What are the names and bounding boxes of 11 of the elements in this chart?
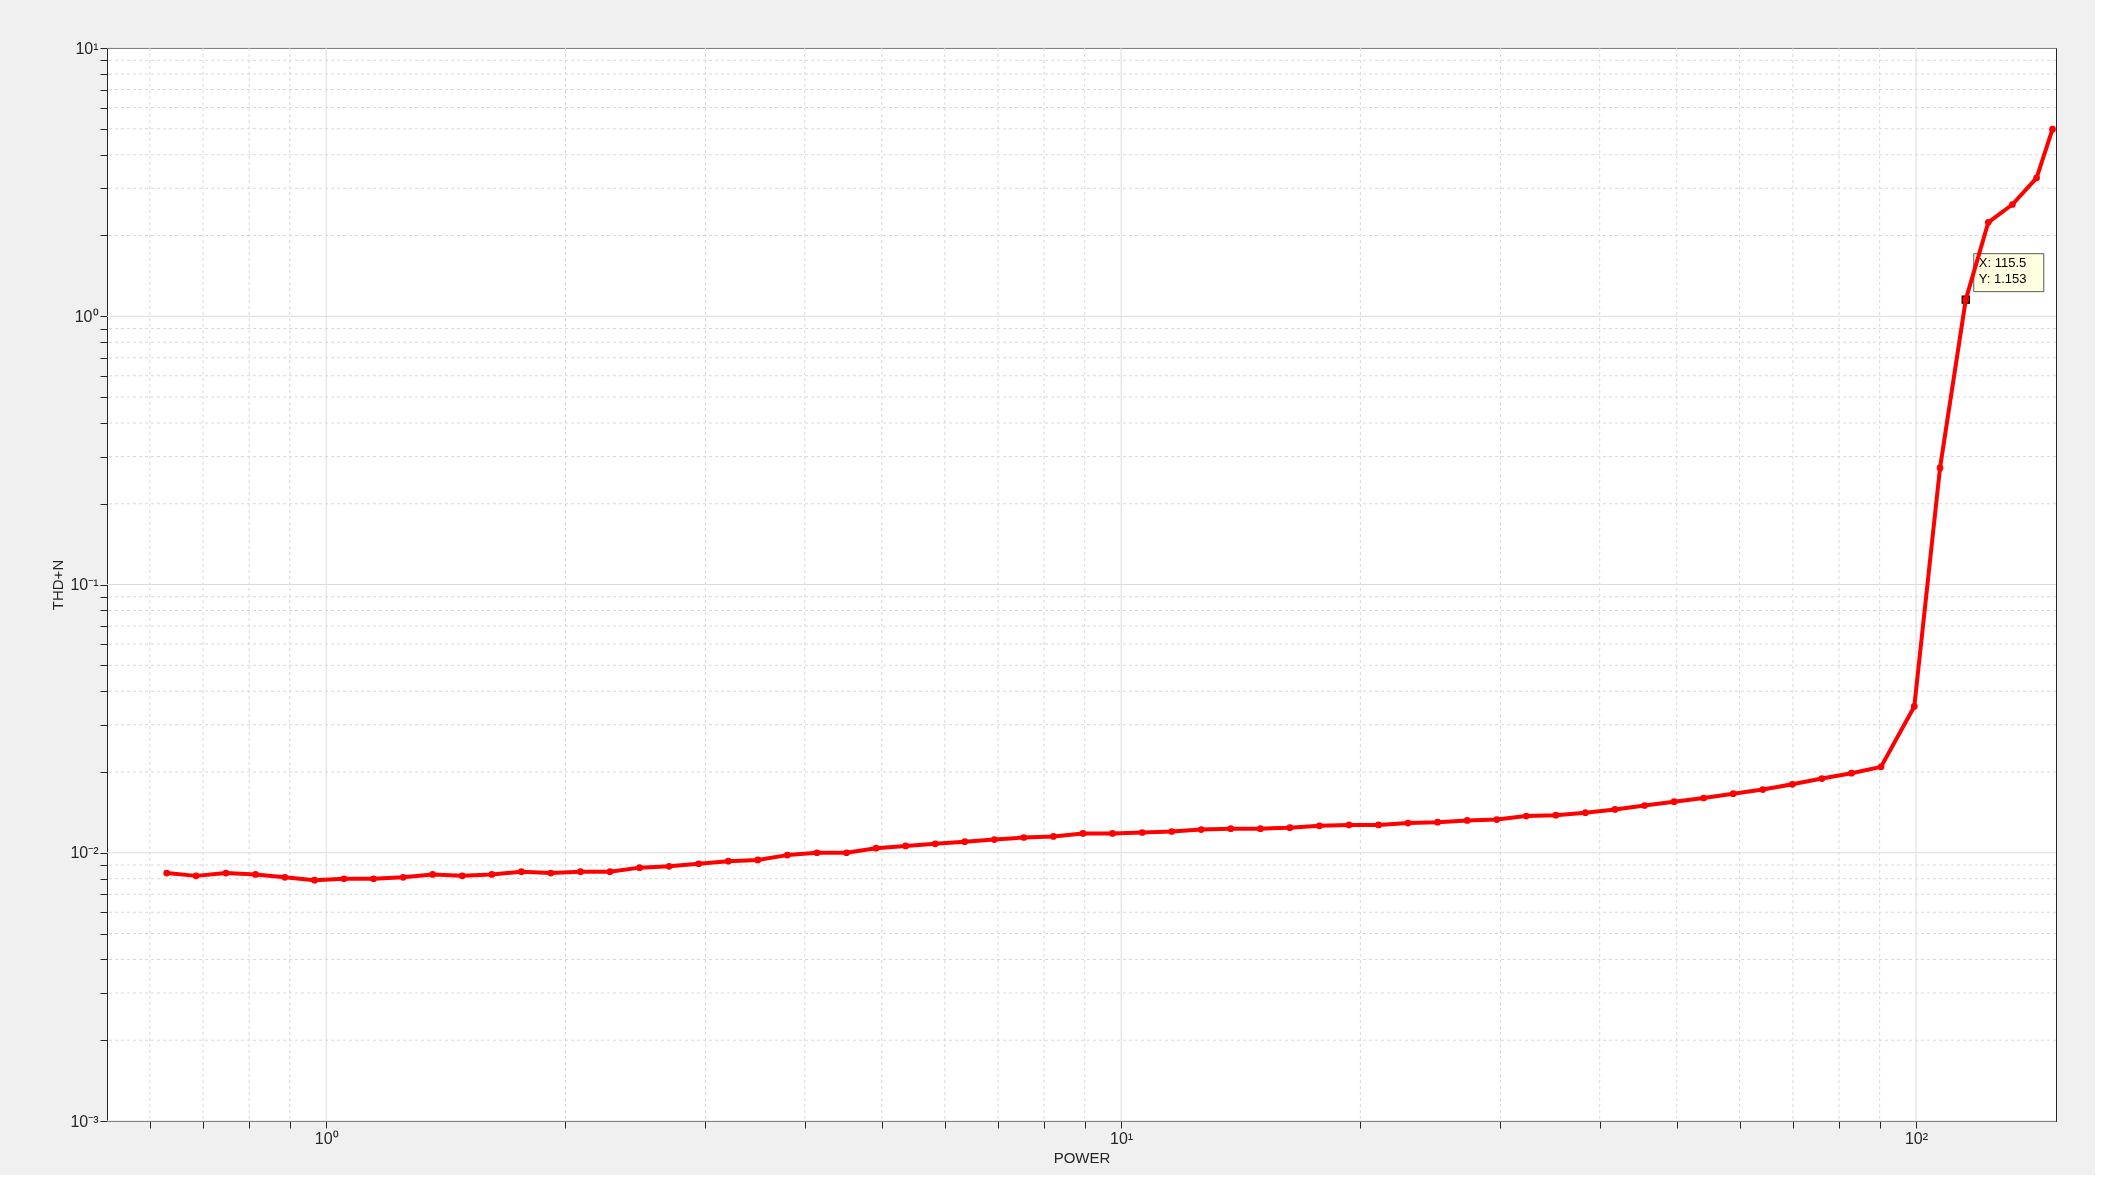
x-tick-label: 10¹ [1110, 1129, 1134, 1147]
y-tick-label: 10⁻¹ [70, 576, 99, 593]
y-axis-title: THD+N [49, 559, 67, 611]
x-tick-label: 10⁰ [314, 1129, 339, 1147]
annotation: X: 115.5 Y: 1.153 [1978, 254, 2027, 286]
y-tick-label: 10⁻² [70, 844, 100, 862]
y-tick-label: 10⁻³ [70, 1112, 100, 1130]
x-axis-title: POWER [1053, 1148, 1111, 1166]
x-tick-label: 10² [1904, 1129, 1929, 1147]
y-tick-label: 10⁰ [74, 307, 99, 325]
y-tick-label: 10¹ [75, 39, 99, 57]
